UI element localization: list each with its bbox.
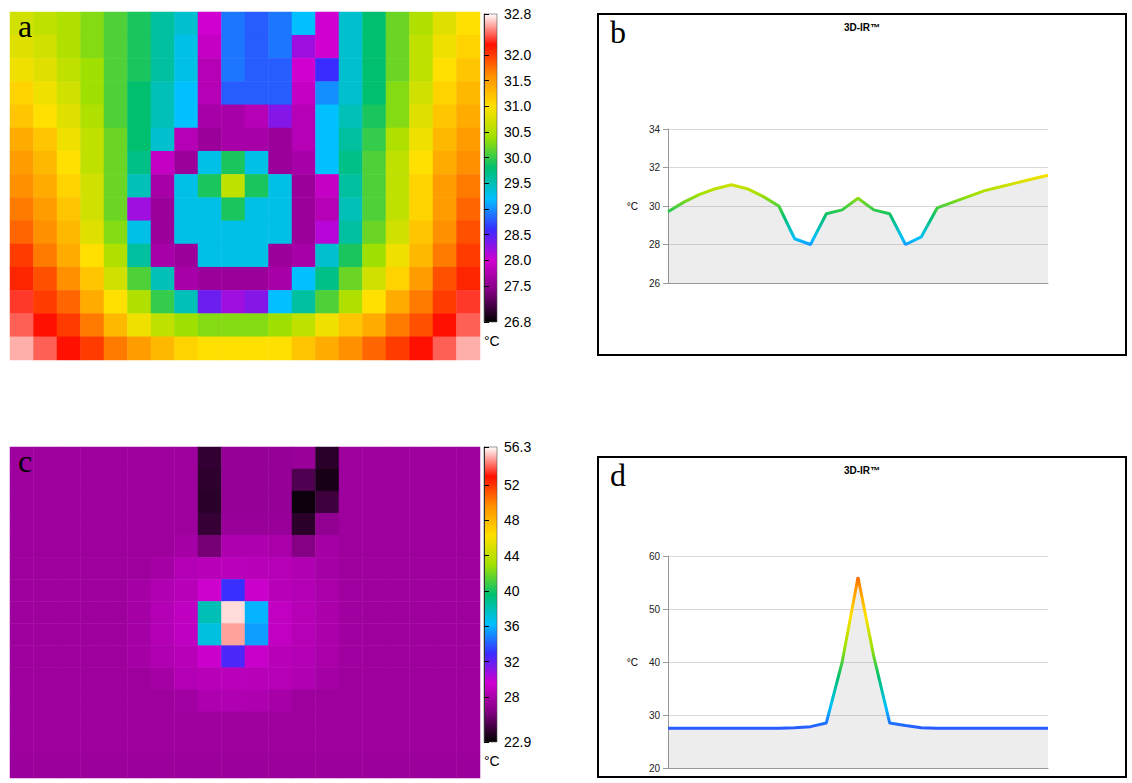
svg-text:32.8: 32.8	[504, 6, 531, 22]
svg-text:3D-IR™: 3D-IR™	[844, 465, 880, 476]
svg-text:31.5: 31.5	[504, 73, 531, 89]
svg-text:30.5: 30.5	[504, 124, 531, 140]
svg-text:52: 52	[504, 477, 520, 493]
svg-text:20: 20	[649, 763, 661, 774]
svg-text:a: a	[18, 8, 32, 44]
svg-text:°C: °C	[484, 333, 500, 349]
svg-text:29.5: 29.5	[504, 175, 531, 191]
svg-text:28.5: 28.5	[504, 227, 531, 243]
svg-text:48: 48	[504, 512, 520, 528]
svg-text:3D-IR™: 3D-IR™	[844, 22, 880, 33]
svg-text:40: 40	[649, 657, 661, 668]
svg-text:26: 26	[649, 278, 661, 289]
svg-text:31.0: 31.0	[504, 98, 531, 114]
svg-text:30: 30	[649, 201, 661, 212]
svg-text:26.8: 26.8	[504, 314, 531, 330]
svg-text:30.0: 30.0	[504, 150, 531, 166]
svg-text:28: 28	[649, 239, 661, 250]
svg-text:°C: °C	[484, 753, 500, 769]
svg-text:30: 30	[649, 710, 661, 721]
svg-text:36: 36	[504, 618, 520, 634]
svg-text:°C: °C	[627, 201, 638, 212]
svg-text:28.0: 28.0	[504, 252, 531, 268]
svg-text:56.3: 56.3	[504, 439, 531, 455]
svg-text:40: 40	[504, 583, 520, 599]
svg-text:°C: °C	[627, 657, 638, 668]
svg-text:34: 34	[649, 124, 661, 135]
svg-text:22.9: 22.9	[504, 734, 531, 750]
svg-text:29.0: 29.0	[504, 201, 531, 217]
svg-text:44: 44	[504, 548, 520, 564]
svg-text:32: 32	[504, 654, 520, 670]
svg-text:c: c	[18, 443, 32, 479]
svg-text:28: 28	[504, 689, 520, 705]
svg-text:50: 50	[649, 604, 661, 615]
svg-text:32: 32	[649, 162, 661, 173]
svg-text:b: b	[610, 14, 626, 50]
svg-text:27.5: 27.5	[504, 278, 531, 294]
svg-text:d: d	[610, 457, 626, 493]
svg-text:32.0: 32.0	[504, 47, 531, 63]
svg-text:60: 60	[649, 551, 661, 562]
